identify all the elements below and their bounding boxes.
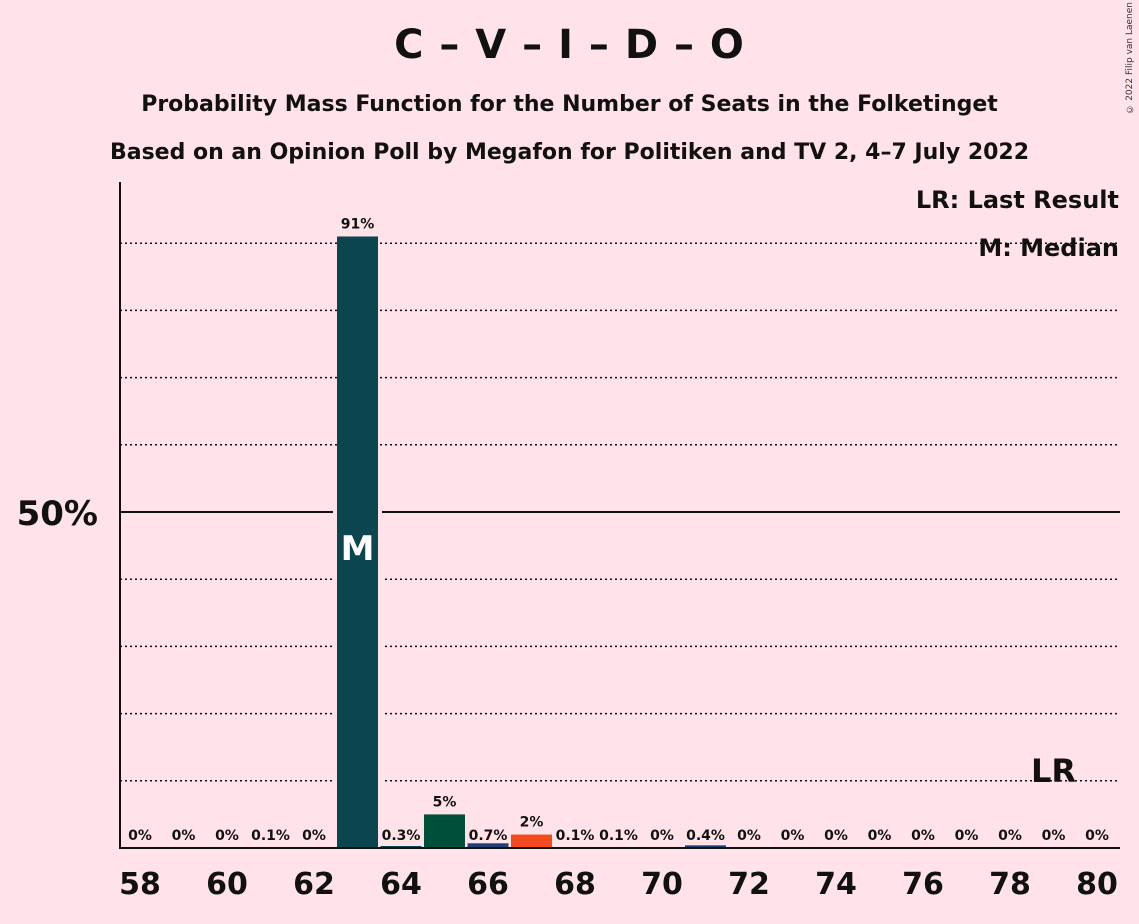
x-tick-label: 68: [554, 867, 596, 902]
bar-value-label: 0%: [911, 828, 935, 844]
bar-value-label: 0%: [868, 828, 892, 844]
bar-value-label: 91%: [341, 216, 375, 232]
bar-value-label: 2%: [520, 815, 544, 831]
x-tick-label: 64: [380, 867, 422, 902]
bar-value-label: 0%: [998, 828, 1022, 844]
chart-title: C – V – I – D – O: [394, 22, 745, 68]
bar-value-label: 0%: [172, 828, 196, 844]
last-result-marker: LR: [1031, 752, 1076, 790]
bar-value-label: 0.7%: [469, 828, 508, 844]
x-tick-label: 74: [815, 867, 857, 902]
x-tick-label: 70: [641, 867, 683, 902]
bar-value-label: 0%: [737, 828, 761, 844]
chart-subtitle-1: Probability Mass Function for the Number…: [141, 92, 998, 117]
bar-seat-64: [380, 845, 422, 848]
bar-value-label: 0%: [302, 828, 326, 844]
bar-seat-65: [424, 814, 465, 848]
bar-value-label: 0.1%: [556, 828, 595, 844]
bar-value-label: 5%: [433, 794, 457, 810]
x-tick-label: 80: [1076, 867, 1118, 902]
bar-value-label: 0%: [1042, 828, 1066, 844]
x-tick-label: 62: [293, 867, 335, 902]
bar-value-label: 0%: [955, 828, 979, 844]
bar-value-label: 0%: [128, 828, 152, 844]
x-tick-label: 76: [902, 867, 944, 902]
bar-value-label: 0.1%: [251, 828, 290, 844]
x-tick-label: 78: [989, 867, 1031, 902]
legend-last-result: LR: Last Result: [915, 186, 1119, 214]
x-tick-label: 66: [467, 867, 509, 902]
bar-seat-67: [511, 834, 552, 848]
bar-value-label: 0.3%: [382, 828, 421, 844]
x-tick-label: 58: [119, 867, 161, 902]
legend-median: M: Median: [978, 234, 1119, 262]
median-marker: M: [341, 529, 375, 569]
bar-value-label: 0.4%: [686, 828, 725, 844]
bar-value-label: 0.1%: [599, 828, 638, 844]
chart-subtitle-2: Based on an Opinion Poll by Megafon for …: [109, 140, 1030, 165]
y-tick-label: 50%: [17, 494, 98, 534]
bar-seat-66: [467, 843, 509, 848]
bar-value-label: 0%: [1085, 828, 1109, 844]
bar-value-label: 0%: [781, 828, 805, 844]
bar-seat-63: [337, 236, 378, 849]
x-tick-label: 60: [206, 867, 248, 902]
bar-value-label: 0%: [215, 828, 239, 844]
bar-seat-71: [685, 845, 726, 848]
bar-value-label: 0%: [650, 828, 674, 844]
x-tick-label: 72: [728, 867, 770, 902]
bar-value-label: 0%: [824, 828, 848, 844]
